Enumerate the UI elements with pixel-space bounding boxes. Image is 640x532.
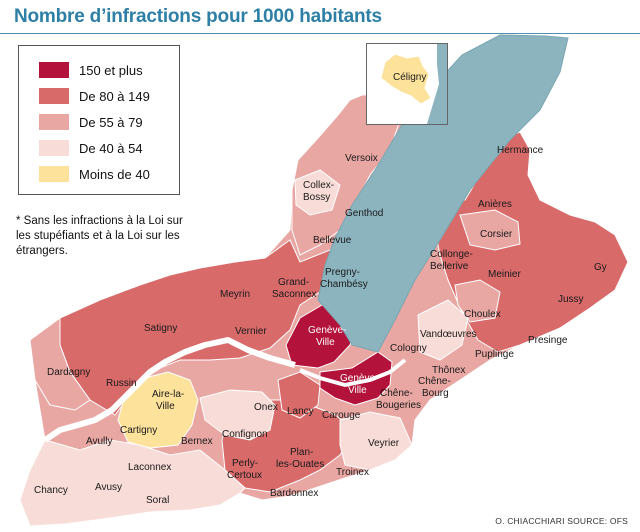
legend-label-2: De 80 à 149	[79, 88, 150, 104]
credit-text: O. CHIACCHIARI SOURCE: OFS	[495, 516, 628, 526]
label-perlycertoux-2: Certoux	[227, 470, 262, 481]
label-satigny: Satigny	[144, 323, 177, 334]
region-veyrier	[339, 411, 413, 471]
region-confignon-onex	[199, 389, 276, 441]
label-cartigny: Cartigny	[120, 425, 157, 436]
legend-item-5: Moins de 40	[39, 165, 150, 183]
legend-item-2: De 80 à 149	[39, 87, 150, 105]
label-carouge: Carouge	[322, 410, 361, 421]
footnote: * Sans les infractions à la Loi sur les …	[16, 215, 183, 257]
celigny-inset: Céligny	[366, 43, 448, 125]
label-pregny-2: Chambésy	[320, 279, 368, 290]
rhone-river	[43, 337, 296, 443]
label-chenebougeries-1: Chêne-	[380, 388, 413, 399]
label-chenebourg-2: Bourg	[422, 388, 449, 399]
label-vernier: Vernier	[235, 326, 267, 337]
label-choulex: Choulex	[464, 309, 501, 320]
label-celigny: Céligny	[393, 72, 426, 83]
label-cologny: Cologny	[390, 343, 427, 354]
label-bellevue: Bellevue	[313, 235, 352, 246]
region-versoix-area	[291, 93, 401, 256]
celigny-lake	[427, 44, 447, 124]
commune-labels: Hermance Anières Corsier Collonge- Belle…	[34, 145, 607, 506]
label-grandsaconnex-2: Saconnex	[272, 289, 316, 300]
region-choulex	[454, 279, 501, 323]
label-versoix: Versoix	[345, 153, 378, 164]
label-airelaville-2: Ville	[156, 401, 175, 412]
label-onex: Onex	[254, 402, 278, 413]
lake-leman	[317, 34, 569, 353]
arve-river	[299, 358, 407, 388]
label-geneveville-south-2: Ville	[348, 385, 367, 396]
label-chenebougeries-2: Bougeries	[376, 400, 421, 411]
region-geneve-ville-south	[319, 351, 393, 406]
label-perlycertoux-1: Perly-	[232, 458, 258, 469]
celigny-shape	[380, 53, 432, 105]
label-confignon: Confignon	[222, 429, 268, 440]
region-south-light	[19, 439, 246, 527]
label-bardonnex: Bardonnex	[270, 488, 318, 499]
label-avully: Avully	[86, 436, 113, 447]
label-anieres: Anières	[478, 199, 512, 210]
label-chenebourg-1: Chêne-	[418, 376, 451, 387]
label-laconnex: Laconnex	[128, 462, 171, 473]
title-rule	[0, 33, 640, 34]
label-geneveville-south-1: Genève-	[340, 373, 378, 384]
legend-swatch-4	[39, 140, 69, 156]
legend-label-4: De 40 à 54	[79, 140, 143, 156]
region-vandoeuvres	[417, 299, 469, 361]
region-west-red	[59, 239, 351, 416]
region-dardagny	[29, 317, 91, 411]
legend-item-3: De 55 à 79	[39, 113, 143, 131]
label-soral: Soral	[146, 495, 169, 506]
label-presinge: Presinge	[528, 335, 568, 346]
legend-label-5: Moins de 40	[79, 166, 150, 182]
label-lancy: Lancy	[287, 406, 314, 417]
region-collex-bossy	[294, 169, 341, 216]
legend-item-4: De 40 à 54	[39, 139, 143, 157]
legend-swatch-1	[39, 62, 69, 78]
label-avusy: Avusy	[95, 482, 122, 493]
label-veyrier: Veyrier	[368, 438, 400, 449]
label-jussy: Jussy	[558, 294, 584, 305]
label-thonex: Thônex	[432, 365, 465, 376]
label-airelaville-1: Aire-la-	[152, 389, 184, 400]
label-chancy: Chancy	[34, 485, 68, 496]
label-meyrin: Meyrin	[220, 289, 250, 300]
label-planlesouates-2: les-Ouates	[276, 459, 324, 470]
label-vandoeuvres: Vandœuvres	[420, 329, 477, 340]
label-bernex: Bernex	[181, 436, 213, 447]
label-genthod: Genthod	[345, 208, 383, 219]
label-troinex: Troinex	[336, 467, 369, 478]
legend-swatch-3	[39, 114, 69, 130]
label-collexbossy-1: Collex-	[303, 180, 334, 191]
label-collonge-2: Bellerive	[430, 261, 469, 272]
label-pregny-1: Pregny-	[325, 267, 360, 278]
label-corsier: Corsier	[480, 229, 513, 240]
label-planlesouates-1: Plan-	[290, 447, 313, 458]
label-grandsaconnex-1: Grand-	[278, 277, 309, 288]
legend-box: 150 et plus De 80 à 149 De 55 à 79 De 40…	[18, 45, 180, 195]
region-aire-cartigny	[117, 371, 199, 449]
label-dardagny: Dardagny	[47, 367, 90, 378]
label-collonge-1: Collonge-	[430, 249, 473, 260]
label-puplinge: Puplinge	[475, 349, 514, 360]
label-meinier: Meinier	[488, 269, 521, 280]
label-geneveville-north-1: Genève-	[308, 325, 346, 336]
label-collexbossy-2: Bossy	[303, 192, 330, 203]
region-corsier	[459, 209, 521, 251]
label-gy: Gy	[594, 262, 607, 273]
legend-swatch-5	[39, 166, 69, 182]
label-geneveville-north-2: Ville	[316, 337, 335, 348]
legend-label-3: De 55 à 79	[79, 114, 143, 130]
legend-label-1: 150 et plus	[79, 62, 143, 78]
legend-item-1: 150 et plus	[39, 61, 143, 79]
legend-swatch-2	[39, 88, 69, 104]
label-russin: Russin	[106, 378, 137, 389]
celigny-inset-map: Céligny	[380, 44, 447, 124]
map-title: Nombre d’infractions pour 1000 habitants	[14, 6, 382, 27]
label-hermance: Hermance	[497, 145, 544, 156]
